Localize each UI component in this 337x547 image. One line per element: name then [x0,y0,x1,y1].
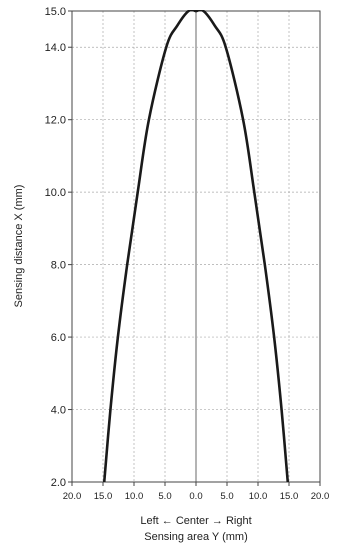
x-tick-label: 15.0 [280,491,299,502]
top-crossing-curve [191,10,201,13]
y-tick-label: 4.0 [51,405,66,417]
y-tick-label: 8.0 [51,260,66,272]
y-tick-label: 2.0 [51,477,66,489]
tick-labels: 20.0 15.0 10.0 5.0 0.0 5.0 10.0 15.0 20.0 2.0 4.0 6… [45,6,330,502]
y-tick-label: 10.0 [45,187,66,199]
right-boundary-curve [195,10,290,482]
y-tick-label: 15.0 [45,6,66,18]
x-tick-label: 10.0 [125,491,144,502]
x-tick-label: 20.0 [63,491,82,502]
y-tick-label: 14.0 [45,42,66,54]
x-axis-label-line1: Left ← Center → Right [140,515,251,527]
grid [72,11,320,482]
x-tick-label: 20.0 [311,491,330,502]
series [102,10,290,482]
x-axis-label-line2: Sensing area Y (mm) [144,531,248,543]
y-tick-label: 12.0 [45,115,66,127]
x-tick-label: 10.0 [249,491,268,502]
y-tick-label: 6.0 [51,332,66,344]
left-boundary-curve [102,10,197,482]
x-tick-label: 15.0 [94,491,113,502]
y-axis-label: Sensing distance X (mm) [13,185,25,308]
x-tick-label: 5.0 [220,491,233,502]
x-tick-label: 5.0 [158,491,171,502]
x-tick-label: 0.0 [189,491,202,502]
